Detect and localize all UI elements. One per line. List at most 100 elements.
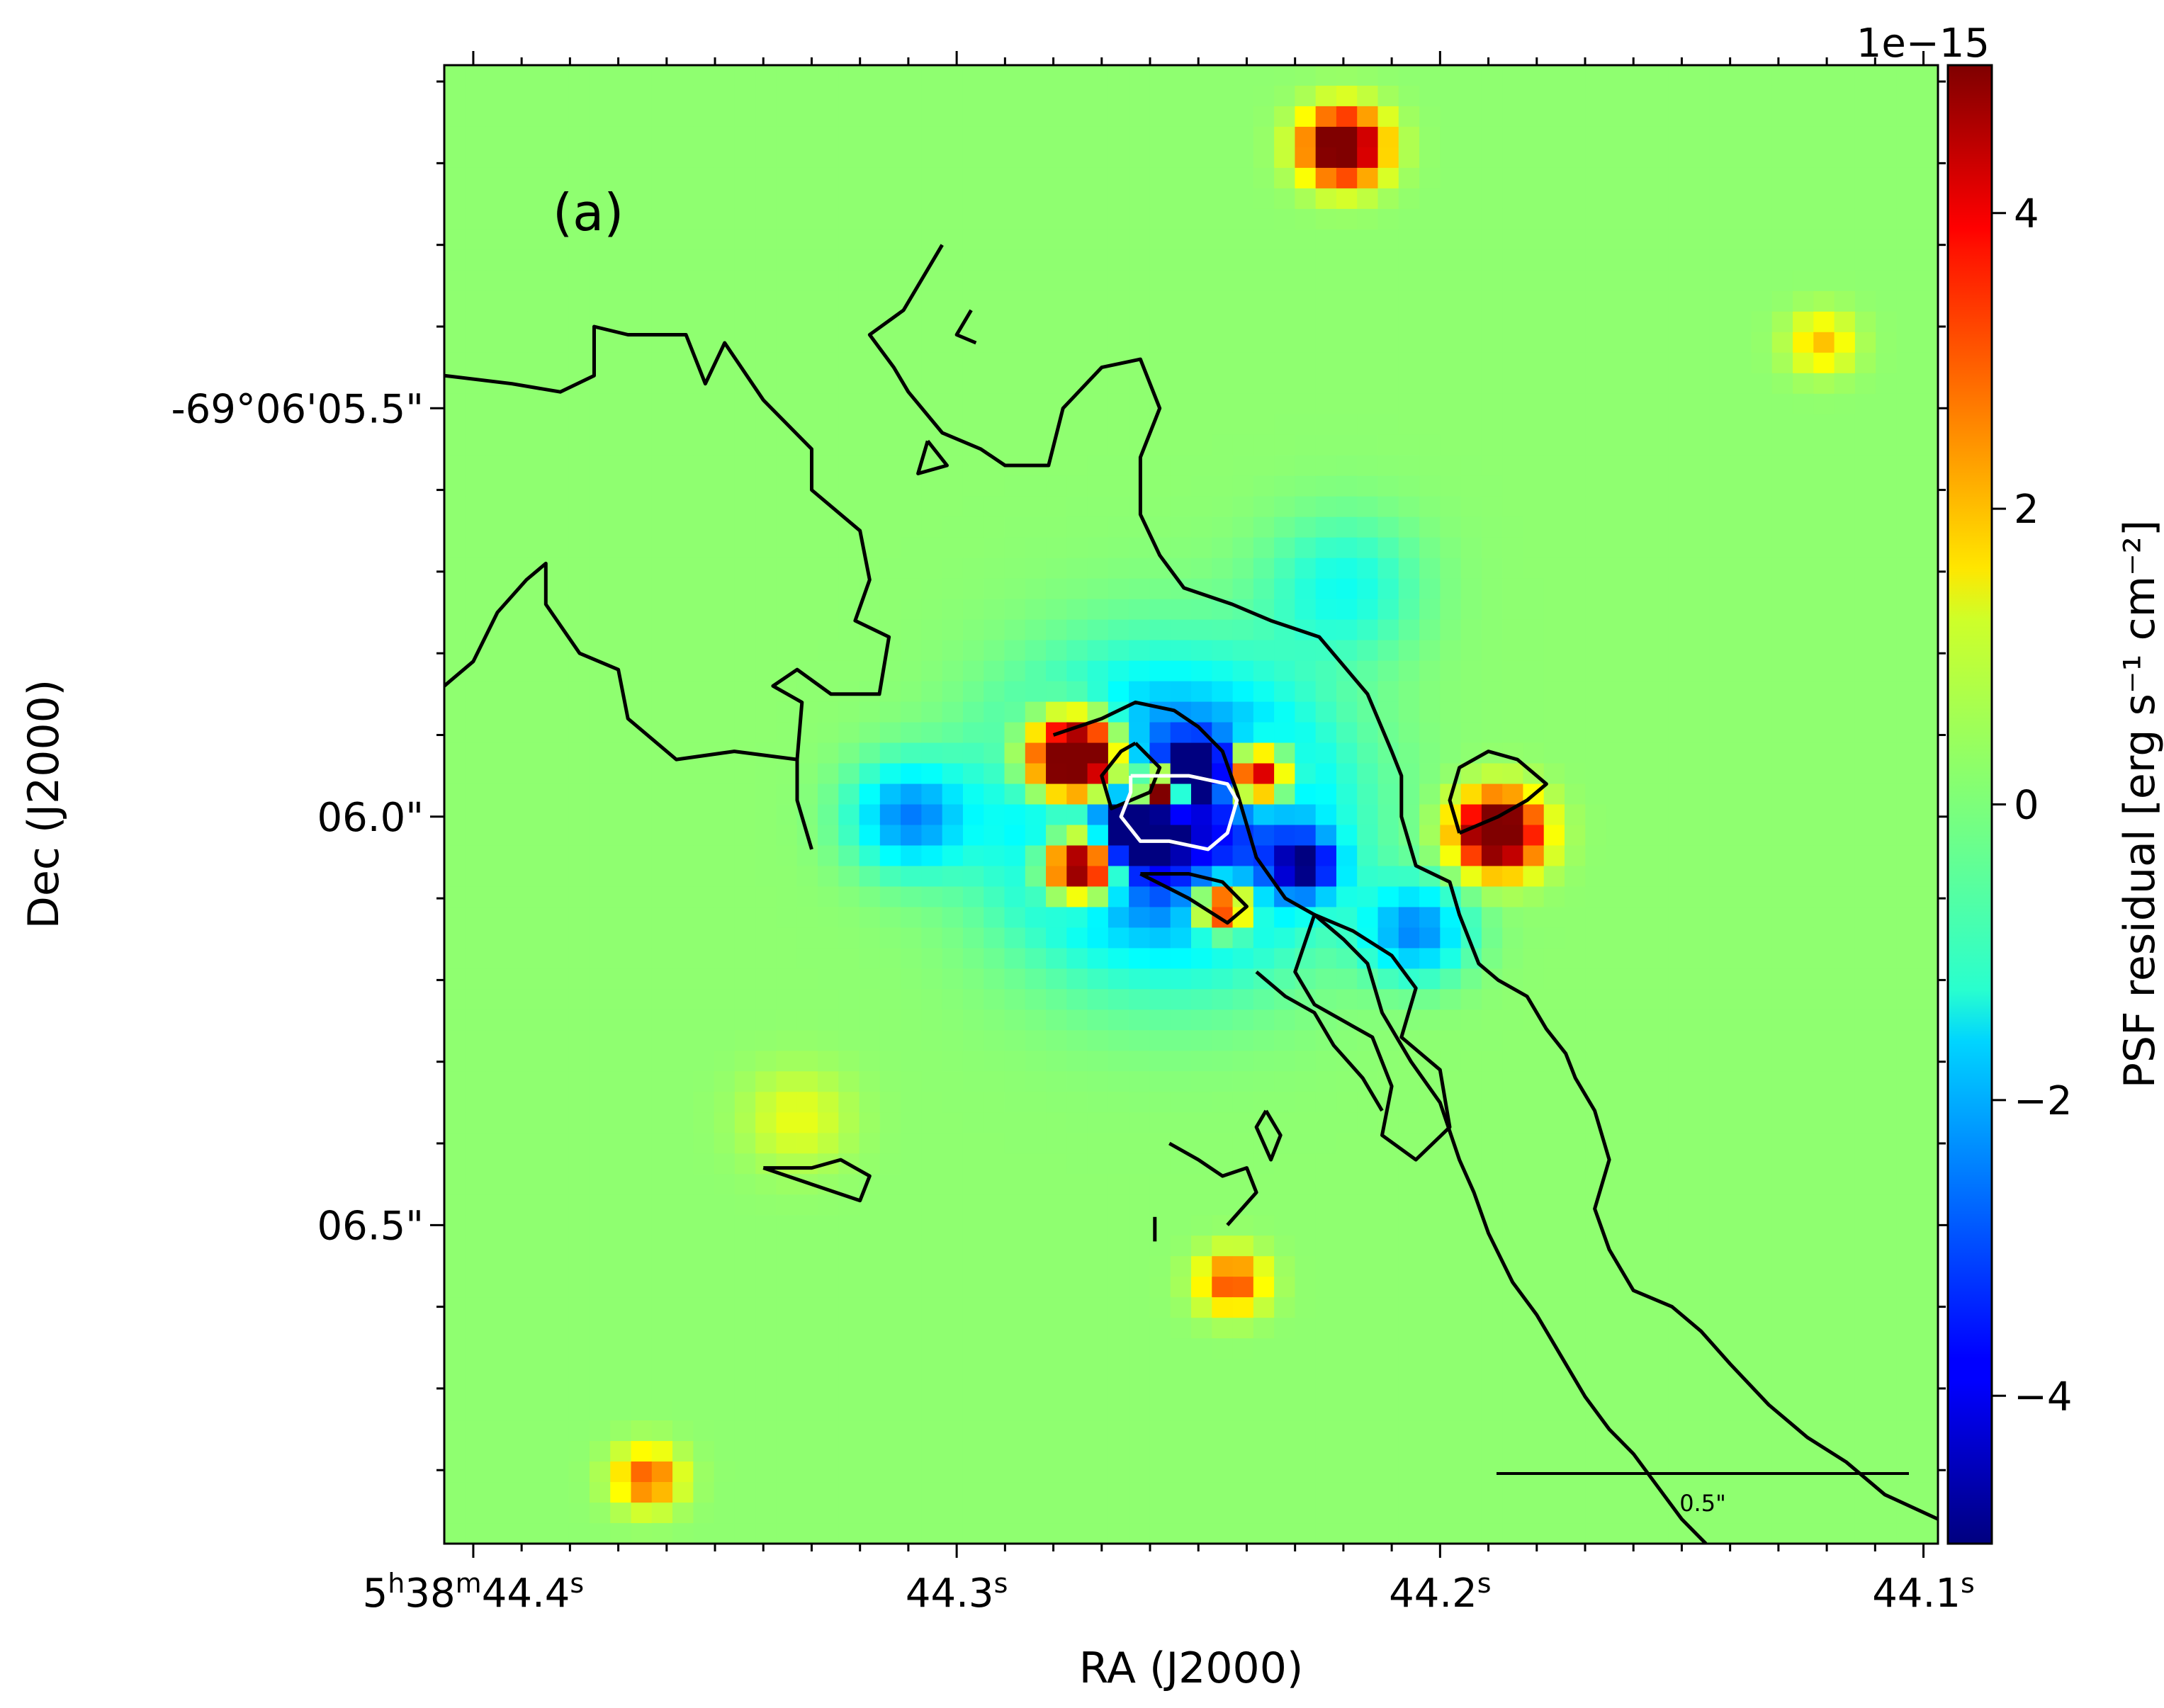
heatmap-cell bbox=[527, 784, 548, 805]
heatmap-cell bbox=[962, 126, 984, 148]
heatmap-cell bbox=[1336, 866, 1358, 888]
heatmap-cell bbox=[1813, 290, 1835, 312]
heatmap-cell bbox=[984, 147, 1005, 169]
heatmap-cell bbox=[1751, 1318, 1773, 1339]
heatmap-cell bbox=[548, 866, 570, 888]
heatmap-cell bbox=[1398, 681, 1420, 703]
heatmap-cell bbox=[1896, 332, 1918, 354]
heatmap-cell bbox=[1876, 660, 1898, 682]
heatmap-cell bbox=[548, 352, 570, 374]
heatmap-cell bbox=[1295, 1441, 1317, 1462]
heatmap-cell bbox=[859, 1092, 881, 1113]
heatmap-cell bbox=[1793, 804, 1814, 826]
heatmap-cell bbox=[1565, 147, 1586, 169]
heatmap-cell bbox=[1315, 1318, 1337, 1339]
heatmap-cell bbox=[1066, 784, 1088, 805]
heatmap-cell bbox=[1149, 1174, 1171, 1195]
heatmap-cell bbox=[1730, 373, 1752, 395]
heatmap-cell bbox=[485, 845, 507, 867]
heatmap-cell bbox=[1336, 784, 1358, 805]
heatmap-cell bbox=[548, 455, 570, 477]
heatmap-cell bbox=[879, 65, 901, 86]
heatmap-cell bbox=[921, 1318, 943, 1339]
heatmap-cell bbox=[1813, 65, 1835, 86]
heatmap-cell bbox=[1087, 1051, 1109, 1072]
heatmap-cell bbox=[714, 907, 736, 929]
heatmap-cell bbox=[506, 948, 528, 969]
heatmap-cell bbox=[1087, 845, 1109, 867]
heatmap-cell bbox=[548, 147, 570, 169]
heatmap-cell bbox=[879, 147, 901, 169]
heatmap-cell bbox=[818, 1420, 839, 1442]
heatmap-cell bbox=[921, 373, 943, 395]
heatmap-cell bbox=[838, 475, 860, 497]
heatmap-cell bbox=[1896, 1235, 1918, 1257]
heatmap-cell bbox=[901, 475, 922, 497]
heatmap-cell bbox=[1689, 989, 1711, 1010]
heatmap-cell bbox=[1896, 1174, 1918, 1195]
heatmap-cell bbox=[714, 845, 736, 867]
heatmap-cell bbox=[1336, 1174, 1358, 1195]
heatmap-cell bbox=[734, 1256, 756, 1277]
heatmap-cell bbox=[1419, 599, 1441, 621]
heatmap-cell bbox=[838, 147, 860, 169]
heatmap-cell bbox=[1523, 599, 1545, 621]
heatmap-cell bbox=[631, 640, 653, 662]
heatmap-cell bbox=[1295, 65, 1317, 86]
heatmap-cell bbox=[1689, 1338, 1711, 1359]
heatmap-cell bbox=[1170, 907, 1192, 929]
heatmap-cell bbox=[1668, 866, 1690, 888]
heatmap-cell bbox=[1274, 147, 1295, 169]
heatmap-cell bbox=[1232, 290, 1254, 312]
heatmap-cell bbox=[1730, 619, 1752, 641]
heatmap-cell bbox=[1460, 599, 1482, 621]
heatmap-cell bbox=[589, 558, 611, 579]
heatmap-cell bbox=[1460, 1112, 1482, 1133]
heatmap-cell bbox=[1336, 126, 1358, 148]
heatmap-cell bbox=[672, 1359, 694, 1380]
heatmap-cell bbox=[1834, 1235, 1856, 1257]
heatmap-cell bbox=[1876, 1071, 1898, 1092]
heatmap-cell bbox=[1357, 742, 1379, 764]
heatmap-cell bbox=[1212, 1194, 1234, 1216]
heatmap-cell bbox=[1440, 1051, 1462, 1072]
heatmap-cell bbox=[1771, 475, 1793, 497]
heatmap-cell bbox=[1854, 1030, 1876, 1051]
heatmap-cell bbox=[1709, 1153, 1731, 1175]
heatmap-cell bbox=[1606, 907, 1628, 929]
heatmap-cell bbox=[1771, 414, 1793, 436]
heatmap-cell bbox=[1709, 1030, 1731, 1051]
heatmap-cell bbox=[1626, 270, 1648, 292]
heatmap-cell bbox=[1087, 742, 1109, 764]
heatmap-cell bbox=[1336, 1112, 1358, 1133]
heatmap-cell bbox=[1543, 989, 1565, 1010]
heatmap-cell bbox=[1274, 167, 1295, 189]
heatmap-cell bbox=[1419, 249, 1441, 271]
heatmap-cell bbox=[1357, 106, 1379, 128]
heatmap-cell bbox=[1398, 537, 1420, 559]
heatmap-cell bbox=[631, 619, 653, 641]
heatmap-cell bbox=[755, 845, 777, 867]
heatmap-cell bbox=[1253, 208, 1275, 230]
heatmap-cell bbox=[568, 1441, 590, 1462]
heatmap-cell bbox=[589, 188, 611, 210]
heatmap-cell bbox=[1585, 1051, 1607, 1072]
heatmap-cell bbox=[589, 599, 611, 621]
heatmap-cell bbox=[1523, 147, 1545, 169]
heatmap-cell bbox=[1129, 660, 1151, 682]
heatmap-cell bbox=[1066, 1400, 1088, 1421]
heatmap-cell bbox=[548, 1174, 570, 1195]
heatmap-cell bbox=[1170, 65, 1192, 86]
heatmap-cell bbox=[1460, 1379, 1482, 1401]
heatmap-cell bbox=[796, 845, 818, 867]
heatmap-cell bbox=[1502, 414, 1524, 436]
heatmap-cell bbox=[1481, 1194, 1503, 1216]
heatmap-cell bbox=[1460, 660, 1482, 682]
heatmap-cell bbox=[901, 1318, 922, 1339]
heatmap-cell bbox=[1046, 373, 1067, 395]
heatmap-cell bbox=[1854, 742, 1876, 764]
heatmap-cell bbox=[1481, 640, 1503, 662]
heatmap-cell bbox=[714, 784, 736, 805]
heatmap-cell bbox=[1647, 1112, 1669, 1133]
heatmap-cell bbox=[1896, 1277, 1918, 1298]
